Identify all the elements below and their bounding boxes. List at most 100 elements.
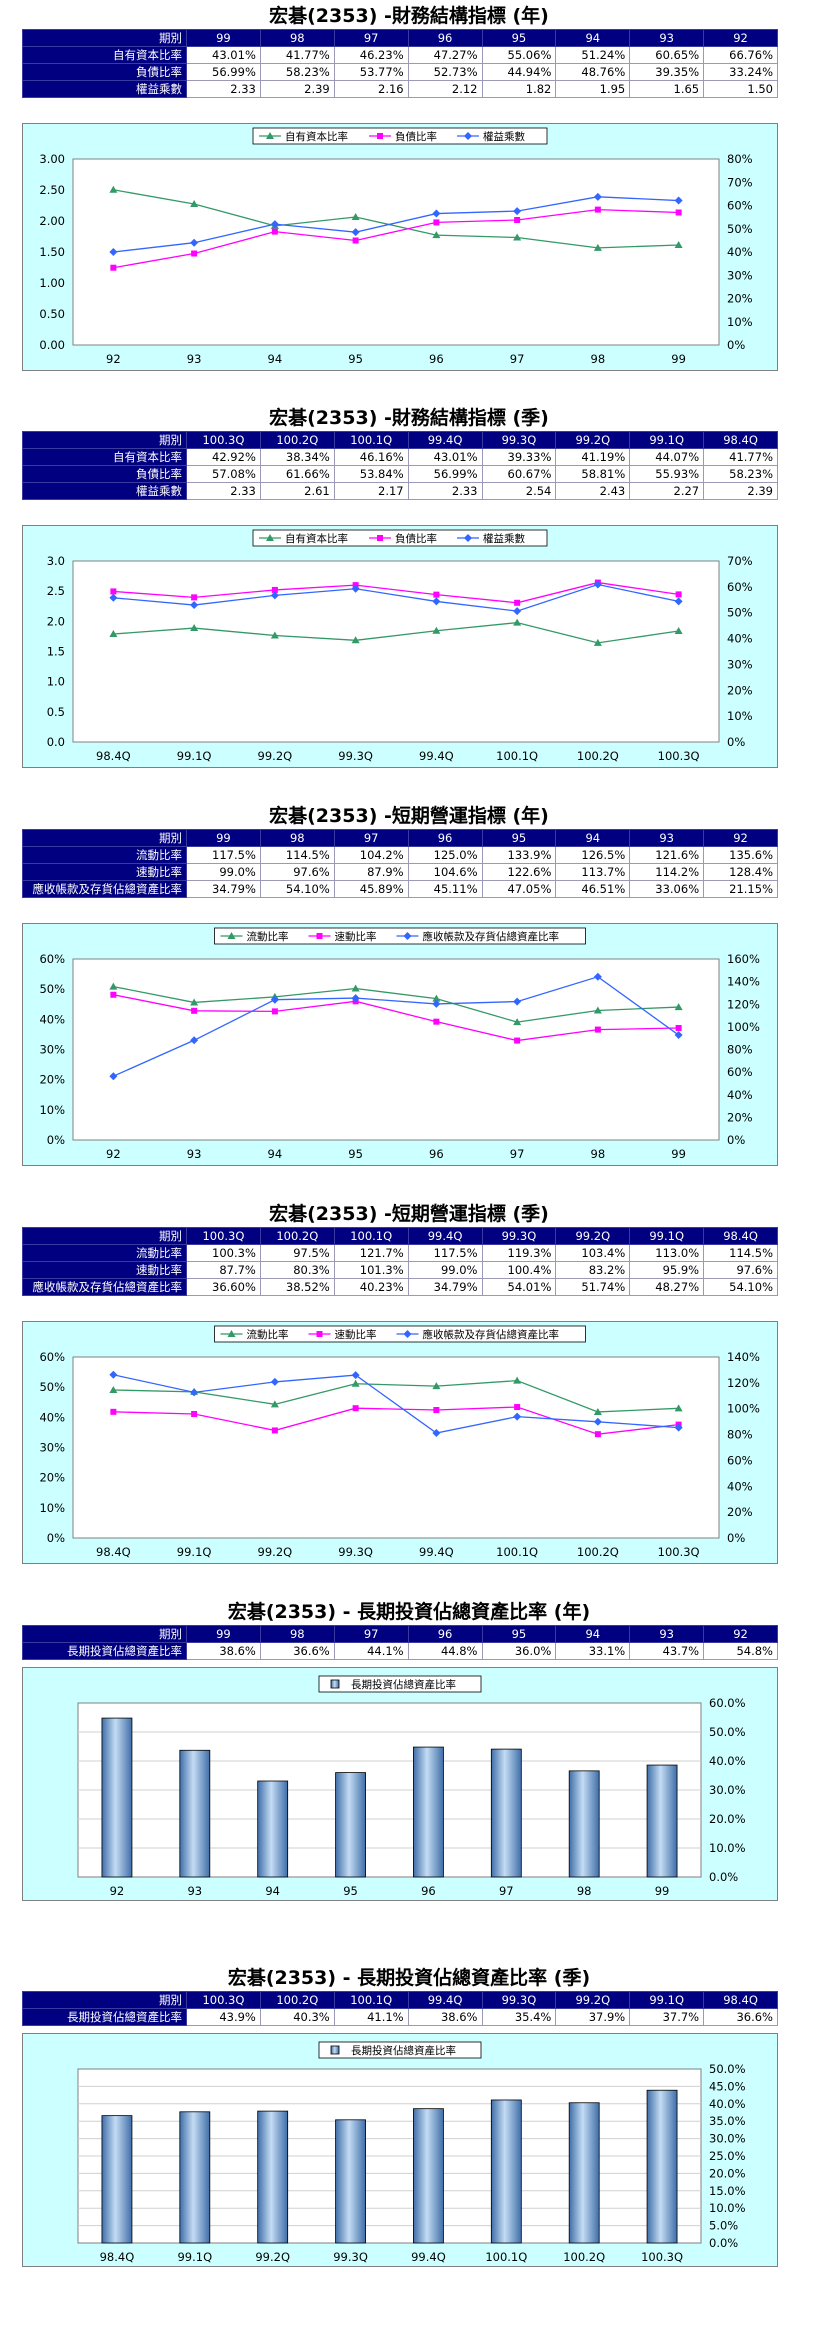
right-axis-tick-label: 100% — [727, 1402, 760, 1416]
x-axis-tick-label: 96 — [429, 352, 444, 366]
table-cell: 33.24% — [703, 63, 778, 81]
table-cell: 33.06% — [629, 880, 705, 898]
data-point — [351, 984, 360, 992]
table-cell: 54.10% — [703, 1278, 778, 1296]
table-row: 長期投資佔總資產比率 38.6% 36.6% 44.1% 44.8% 36.0% 33.1%… — [22, 1642, 778, 1660]
data-point — [110, 1408, 117, 1415]
chart-canvas: 0.0% 10.0% 20.0% 30.0% 40.0% 50.0% 60.0% 92 93 94… — [77, 1675, 746, 1898]
left-axis-tick-label: 20% — [39, 1073, 65, 1087]
table-cell: 2.33 — [407, 482, 483, 500]
table-cell: 48.27% — [629, 1278, 705, 1296]
bar-chart: 0.0% 5.0% 10.0% 15.0% 20.0% 25.0% 30.0% 35.0% 40… — [22, 2033, 778, 2267]
right-axis-tick-label: 60.0% — [709, 1696, 746, 1710]
period-column-header: 96 — [407, 1625, 483, 1643]
data-point — [674, 1031, 683, 1040]
legend-marker — [266, 132, 274, 139]
right-axis-tick-label: 80% — [727, 1428, 753, 1442]
x-axis-tick-label: 98.4Q — [100, 2250, 135, 2264]
table-cell: 38.34% — [259, 448, 335, 466]
bar — [646, 2089, 678, 2244]
data-point — [433, 219, 440, 226]
data-point — [351, 584, 360, 593]
right-axis-tick-label: 50% — [727, 222, 753, 236]
series-line — [113, 208, 679, 269]
table-cell: 113.7% — [555, 863, 631, 881]
table-cell: 44.1% — [333, 1642, 409, 1660]
data-point — [109, 629, 118, 637]
data-table: 期別 100.3Q 100.2Q 100.1Q 99.4Q 99.3Q 99.2Q 99.1Q… — [22, 1227, 778, 1296]
x-axis-tick-label: 97 — [499, 1884, 514, 1898]
period-column-header: 100.1Q — [333, 1227, 409, 1245]
data-point — [514, 1404, 521, 1411]
table-cell: 56.99% — [186, 63, 261, 81]
table-cell: 44.94% — [481, 63, 557, 81]
table-cell: 99.0% — [186, 863, 261, 881]
x-axis-tick-label: 99.1Q — [177, 749, 212, 763]
table-cell: 104.6% — [407, 863, 483, 881]
bar — [490, 1748, 522, 1878]
row-label: 負債比率 — [22, 63, 187, 81]
chart-canvas: 0.00 0.50 1.00 1.50 2.00 2.50 3.00 0% 10% 20% 30% 4… — [39, 127, 753, 366]
right-axis-tick-label: 40% — [727, 1088, 753, 1102]
legend-label: 速動比率 — [335, 930, 377, 943]
data-point — [351, 1371, 360, 1380]
table-cell: 119.3% — [481, 1244, 557, 1262]
row-label: 權益乘數 — [22, 80, 187, 98]
table-cell: 121.6% — [629, 846, 705, 864]
x-axis-tick-label: 99 — [671, 1147, 686, 1161]
data-point — [190, 1388, 199, 1397]
table-cell: 47.05% — [481, 880, 557, 898]
row-label: 自有資本比率 — [22, 448, 187, 466]
table-cell: 53.77% — [333, 63, 409, 81]
row-label: 速動比率 — [22, 1261, 187, 1279]
table-cell: 37.9% — [555, 2008, 631, 2026]
left-axis-tick-label: 50% — [39, 982, 65, 996]
data-point — [674, 1423, 683, 1432]
left-axis-tick-label: 0% — [47, 1133, 65, 1147]
right-axis-tick-label: 30.0% — [709, 2132, 746, 2146]
period-column-header: 96 — [407, 829, 483, 847]
period-column-header: 98.4Q — [703, 1227, 778, 1245]
data-point — [432, 994, 441, 1002]
line-chart: 0.00 0.50 1.00 1.50 2.00 2.50 3.00 0% 10% 20% 30% 4… — [22, 123, 778, 371]
plot-area — [72, 1356, 720, 1539]
chart-canvas: 0.0 0.5 1.0 1.5 2.0 2.5 3.0 0% 10% 20% 30% 40% 50% 60… — [47, 529, 753, 763]
table-cell: 117.5% — [186, 846, 261, 864]
period-column-header: 98 — [259, 829, 335, 847]
chart-canvas: 0.0% 5.0% 10.0% 15.0% 20.0% 25.0% 30.0% 35.0% 40… — [77, 2041, 746, 2264]
table-cell: 113.0% — [629, 1244, 705, 1262]
x-axis-tick-label: 95 — [343, 1884, 358, 1898]
x-axis-tick-label: 97 — [510, 352, 525, 366]
data-point — [109, 593, 118, 602]
data-point — [675, 591, 682, 598]
table-cell: 43.01% — [407, 448, 483, 466]
section-title: 宏碁(2353) -財務結構指標 (季) — [269, 407, 549, 429]
period-column-header: 98.4Q — [703, 1991, 778, 2009]
period-label: 期別 — [22, 829, 187, 847]
x-axis-tick-label: 99.2Q — [258, 1545, 293, 1559]
right-axis-tick-label: 0% — [727, 1531, 745, 1545]
period-column-header: 95 — [481, 1625, 557, 1643]
x-axis-tick-label: 99.2Q — [258, 749, 293, 763]
table-cell: 46.23% — [333, 46, 409, 64]
right-axis-tick-label: 40% — [727, 1479, 753, 1493]
data-point — [271, 1008, 278, 1015]
left-axis-tick-label: 3.0 — [47, 554, 65, 568]
x-axis-tick-label: 100.3Q — [658, 1545, 700, 1559]
x-axis-tick-label: 92 — [106, 352, 121, 366]
x-axis-tick-label: 97 — [510, 1147, 525, 1161]
data-point — [433, 1407, 440, 1414]
data-point — [109, 982, 118, 990]
data-point — [271, 586, 278, 593]
data-point — [674, 1003, 683, 1011]
table-cell: 51.74% — [555, 1278, 631, 1296]
table-cell: 21.15% — [703, 880, 778, 898]
left-axis-tick-label: 0.5 — [47, 705, 65, 719]
left-axis-tick-label: 2.5 — [47, 584, 65, 598]
right-axis-tick-label: 50.0% — [709, 1725, 746, 1739]
left-axis-tick-label: 2.0 — [47, 614, 65, 628]
period-column-header: 99 — [186, 1625, 261, 1643]
bar — [257, 1780, 289, 1878]
data-point — [270, 220, 279, 229]
left-axis-tick-label: 20% — [39, 1471, 65, 1485]
